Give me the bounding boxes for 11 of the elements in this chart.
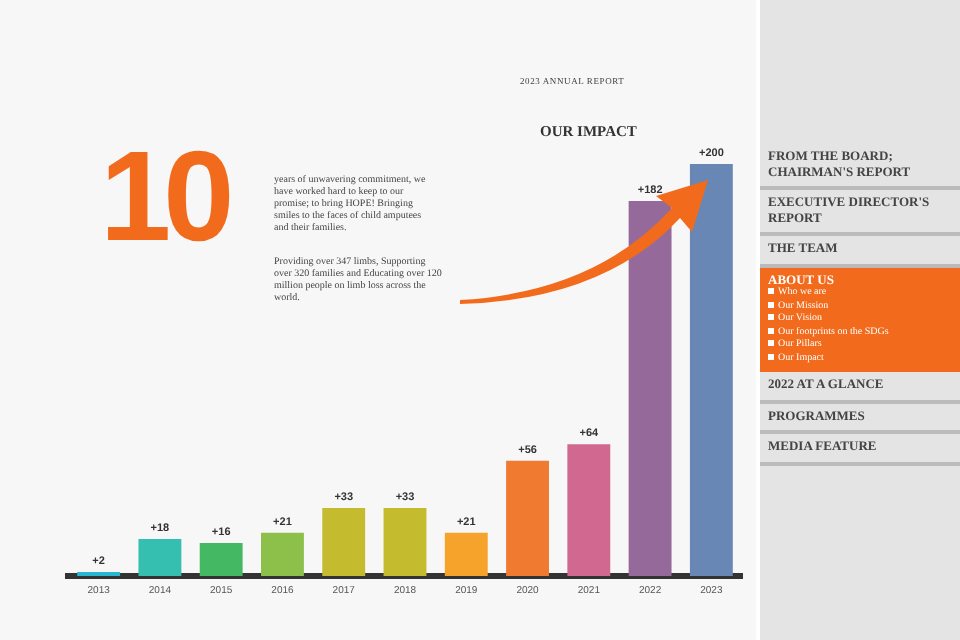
bar xyxy=(383,508,427,576)
bar xyxy=(138,538,182,576)
annotation: 10 xyxy=(100,124,227,268)
bar xyxy=(506,460,549,576)
bar xyxy=(261,532,304,576)
bar xyxy=(199,543,243,576)
bar xyxy=(444,532,488,576)
bar xyxy=(628,201,672,576)
bar xyxy=(322,508,366,576)
bar xyxy=(689,164,733,576)
bar xyxy=(567,444,611,576)
